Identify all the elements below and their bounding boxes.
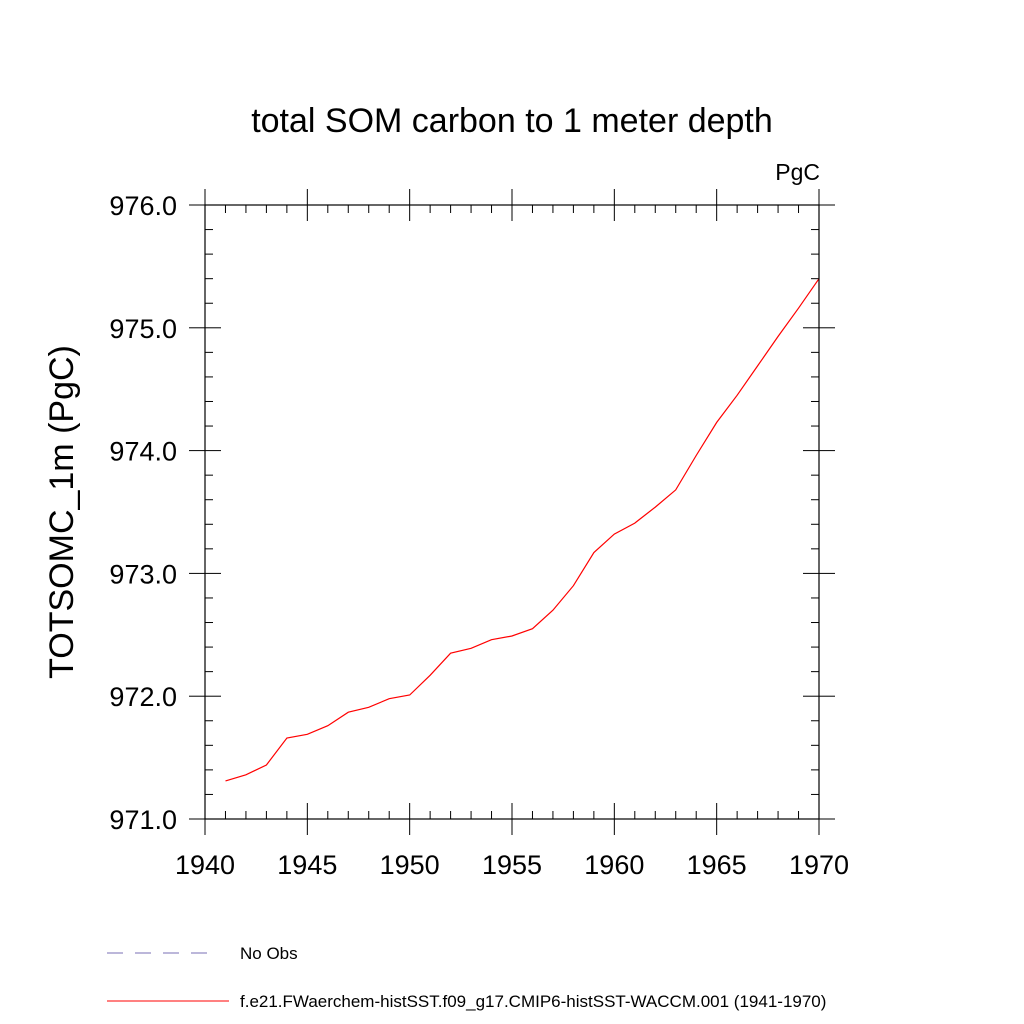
legend: No Obs f.e21.FWaerchem-histSST.f09_g17.C… (107, 944, 826, 1011)
y-tick-label: 973.0 (109, 559, 177, 589)
y-axis-label: TOTSOMC_1m (PgC) (43, 345, 81, 679)
series-line-model-run (225, 278, 820, 782)
legend-label-model-run: f.e21.FWaerchem-histSST.f09_g17.CMIP6-hi… (240, 992, 826, 1011)
x-tick-label: 1965 (687, 850, 747, 880)
x-tick-label: 1940 (175, 850, 235, 880)
y-tick-label: 975.0 (109, 314, 177, 344)
x-tick-label: 1945 (277, 850, 337, 880)
x-tick-label: 1950 (380, 850, 440, 880)
x-tick-label: 1955 (482, 850, 542, 880)
series-layer (225, 278, 820, 782)
x-tick-label: 1970 (789, 850, 849, 880)
tick-labels: 1940 1945 1950 1955 1960 1965 1970 971.0 972.0 97… (109, 191, 849, 880)
y-tick-label: 976.0 (109, 191, 177, 221)
y-tick-label: 972.0 (109, 682, 177, 712)
axis-ticks (189, 189, 835, 835)
chart-title: total SOM carbon to 1 meter depth (251, 102, 773, 140)
legend-label-no-obs: No Obs (240, 944, 298, 963)
y-tick-label: 971.0 (109, 805, 177, 835)
y-tick-label: 974.0 (109, 437, 177, 467)
units-label: PgC (775, 159, 820, 185)
plot-frame (204, 204, 820, 820)
x-tick-label: 1960 (584, 850, 644, 880)
